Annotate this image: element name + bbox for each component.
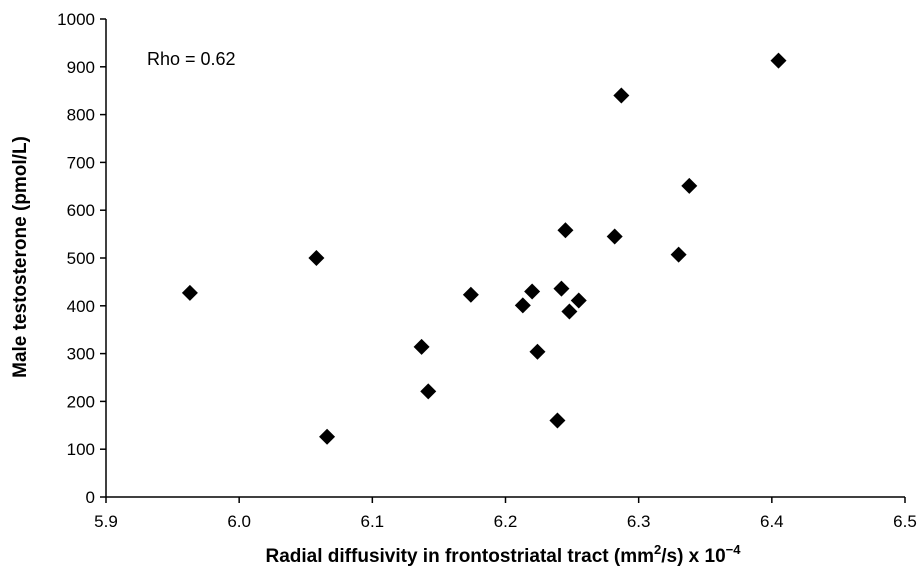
data-points (181, 52, 787, 445)
data-point (514, 297, 531, 314)
data-point (524, 283, 541, 300)
correlation-annotation: Rho = 0.62 (147, 49, 236, 69)
data-point (561, 303, 578, 320)
data-point (606, 228, 623, 245)
x-tick-label: 6.2 (494, 512, 518, 531)
x-tick-label: 5.9 (94, 512, 118, 531)
x-tick-label: 6.0 (227, 512, 251, 531)
y-tick-label: 1000 (57, 10, 95, 29)
y-tick-label: 800 (67, 106, 95, 125)
x-tick-label: 6.5 (893, 512, 917, 531)
data-point (681, 177, 698, 194)
y-tick-label: 200 (67, 392, 95, 411)
data-point (549, 412, 566, 429)
x-tick-label: 6.4 (760, 512, 784, 531)
y-tick-label: 0 (86, 488, 95, 507)
y-ticks: 0 100 200 300 400 500 600 700 800 900 1000 (57, 10, 106, 507)
data-point (420, 383, 437, 400)
y-tick-label: 600 (67, 201, 95, 220)
y-tick-label: 300 (67, 345, 95, 364)
x-tick-label: 6.1 (361, 512, 385, 531)
y-axis-title: Male testosterone (pmol/L) (10, 136, 31, 378)
data-point (613, 87, 630, 104)
data-point (462, 286, 479, 303)
axes (105, 19, 905, 498)
data-point (319, 428, 336, 445)
data-point (181, 284, 198, 301)
data-point (413, 338, 430, 355)
x-axis-title-middle: /s) x 10 (661, 546, 725, 567)
y-tick-label: 900 (67, 58, 95, 77)
data-point (308, 250, 325, 266)
y-tick-label: 500 (67, 249, 95, 268)
data-point (557, 222, 574, 239)
data-point (553, 280, 570, 297)
data-point (570, 292, 587, 309)
x-axis-title-exponent: −4 (726, 542, 742, 557)
data-point (670, 246, 687, 263)
y-tick-label: 700 (67, 153, 95, 172)
y-tick-label: 100 (67, 440, 95, 459)
data-point (770, 52, 787, 69)
x-ticks: 5.9 6.0 6.1 6.2 6.3 6.4 6.5 (94, 497, 917, 531)
data-point (529, 343, 546, 360)
x-axis-title-superscript: 2 (654, 542, 661, 557)
x-tick-label: 6.3 (627, 512, 651, 531)
x-axis-title-main: Radial diffusivity in frontostriatal tra… (266, 546, 655, 567)
y-tick-label: 400 (67, 297, 95, 316)
x-axis-title: Radial diffusivity in frontostriatal tra… (266, 542, 742, 567)
